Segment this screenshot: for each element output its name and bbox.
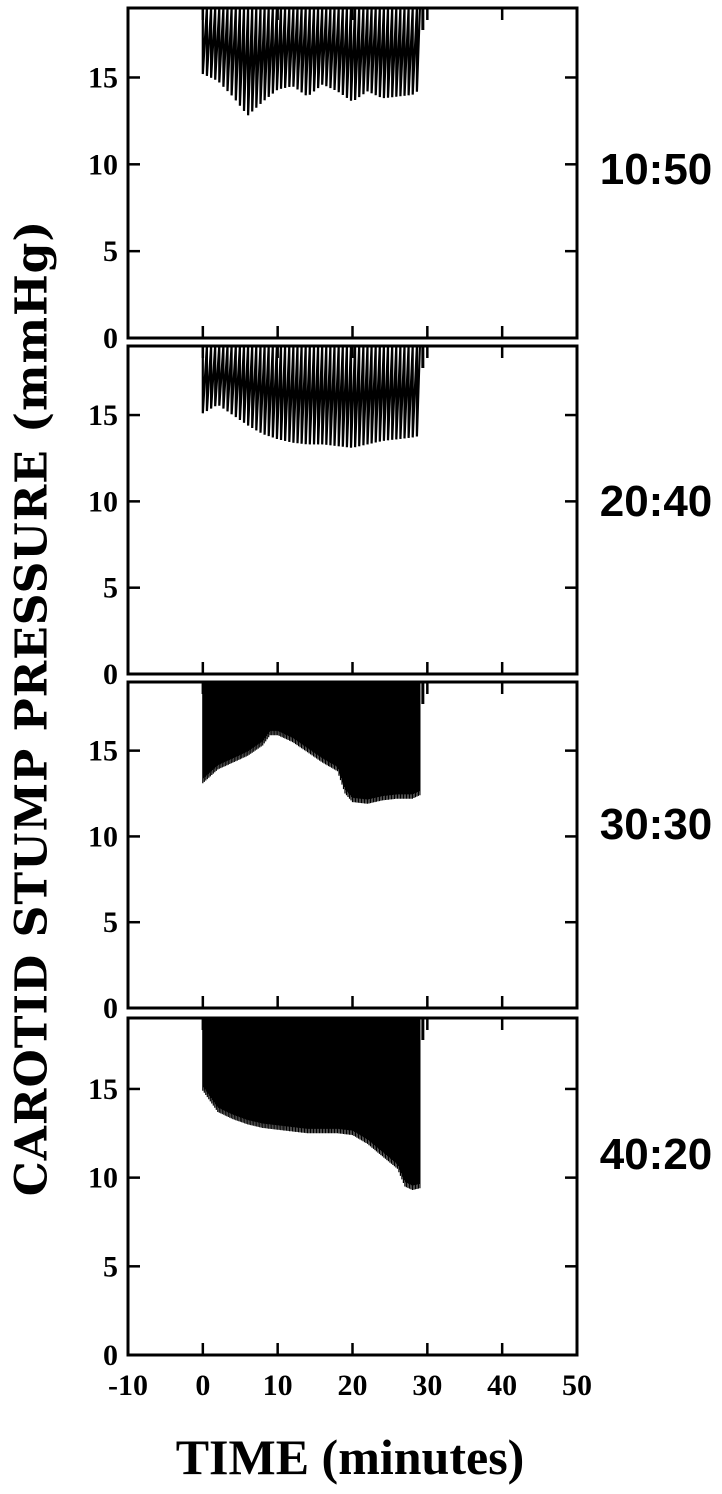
y-tick-label: 0 (103, 1339, 118, 1372)
x-axis-label: TIME (minutes) (175, 1429, 525, 1485)
ratio-label-panel-1: 10:50 (599, 145, 713, 194)
pressure-trace-panel-3 (202, 681, 421, 804)
y-tick-label: 10 (88, 820, 118, 853)
x-tick-label: 20 (338, 1369, 368, 1402)
ratio-label-panel-4: 40:20 (599, 1130, 713, 1179)
y-tick-label: 0 (103, 322, 118, 355)
y-tick-label: 0 (103, 992, 118, 1025)
ratio-label-panel-3: 30:30 (599, 800, 713, 849)
pressure-trace-panel-4 (202, 1017, 421, 1191)
ratio-label-panel-2: 20:40 (599, 477, 713, 526)
panel-2: 0 5 10 15 (88, 344, 579, 691)
pressure-trace-panel-1 (201, 7, 421, 116)
y-tick-label: 5 (103, 235, 118, 268)
y-tick-label: 15 (88, 735, 118, 768)
x-tick-label: 10 (263, 1369, 293, 1402)
y-tick-label: 10 (88, 1162, 118, 1195)
y-tick-label: 10 (88, 485, 118, 518)
y-axis-label: CAROTID STUMP PRESSURE (mmHg) (6, 219, 58, 1197)
x-tick-label: 30 (412, 1369, 442, 1402)
y-tick-label: 5 (103, 906, 118, 939)
x-tick-label: 50 (562, 1369, 592, 1402)
y-tick-label: 15 (88, 1073, 118, 1106)
y-tick-label: 5 (103, 1250, 118, 1283)
panel-3: 0 5 10 15 (88, 680, 579, 1025)
panel-4: 0 5 10 15 (88, 1016, 579, 1372)
y-tick-label: 15 (88, 61, 118, 94)
pressure-trace-panel-2 (201, 345, 421, 448)
y-tick-label: 0 (103, 658, 118, 691)
x-tick-label: 0 (195, 1369, 210, 1402)
y-tick-label: 10 (88, 148, 118, 181)
y-tick-label: 15 (88, 399, 118, 432)
x-tick-label: -10 (108, 1369, 148, 1402)
panel-1: 0 5 10 15 (88, 6, 579, 355)
y-tick-label: 5 (103, 572, 118, 605)
x-tick-label: 40 (487, 1369, 517, 1402)
